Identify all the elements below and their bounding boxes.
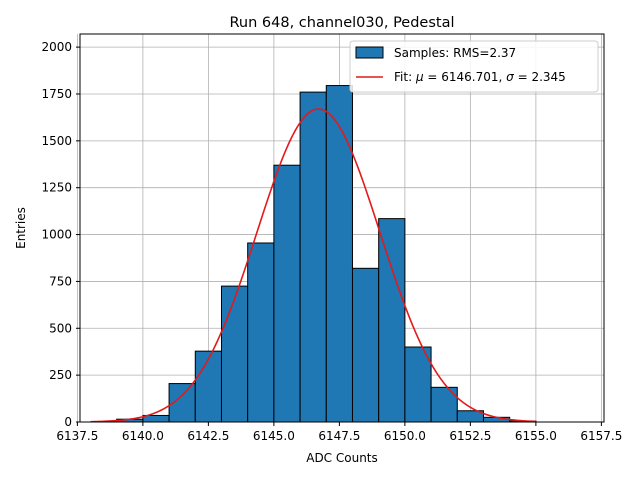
legend-fit-label: Fit: μ = 6146.701, σ = 2.345 <box>394 70 566 84</box>
histogram-bar <box>299 91 327 423</box>
histogram-bar <box>194 350 222 423</box>
histogram-bars <box>116 85 537 423</box>
y-tick-label: 1000 <box>41 228 72 242</box>
y-tick-label: 250 <box>49 368 72 382</box>
histogram-bar <box>247 242 275 423</box>
y-tick-label: 0 <box>64 415 72 429</box>
histogram-bar <box>325 85 353 423</box>
x-tick-label: 6157.5 <box>580 429 622 443</box>
y-tick-label: 750 <box>49 274 72 288</box>
x-tick-label: 6137.5 <box>56 429 98 443</box>
histogram-bar <box>220 285 249 423</box>
legend-histogram-label: Samples: RMS=2.37 <box>394 46 516 60</box>
y-tick-label: 1500 <box>41 134 72 148</box>
y-axis-label: Entries <box>14 207 28 249</box>
legend-fit-prefix: Fit: <box>394 70 416 84</box>
x-tick-label: 6142.5 <box>187 429 229 443</box>
fit-curve <box>90 108 536 423</box>
y-tick-label: 1250 <box>41 181 72 195</box>
legend-fit-sigma-symbol: σ <box>506 70 514 84</box>
x-axis-ticks: 6137.5 6140.0 6142.5 6145.0 6147.5 6150.0 6152… <box>56 422 622 443</box>
x-tick-label: 6147.5 <box>318 429 360 443</box>
y-tick-label: 500 <box>49 321 72 335</box>
legend-fit-sigma-value: = 2.345 <box>514 70 566 84</box>
histogram-bar <box>351 267 380 423</box>
histogram-bar <box>404 346 432 423</box>
chart-title: Run 648, channel030, Pedestal <box>229 15 454 31</box>
legend-fit-mu-symbol: μ <box>415 70 424 84</box>
x-tick-label: 6140.0 <box>122 429 164 443</box>
legend: Samples: RMS=2.37 Fit: μ = 6146.701, σ =… <box>349 40 599 93</box>
x-axis-label: ADC Counts <box>306 451 378 465</box>
histogram-bar <box>273 164 301 423</box>
x-tick-label: 6150.0 <box>384 429 426 443</box>
legend-fit-mu-value: = 6146.701, <box>424 70 507 84</box>
plot-frame <box>79 33 605 423</box>
x-tick-label: 6145.0 <box>253 429 295 443</box>
histogram-bar <box>378 218 406 423</box>
y-axis-ticks: 0 250 500 750 1000 1250 1500 1750 2000 <box>41 40 80 429</box>
x-tick-label: 6155.0 <box>515 429 557 443</box>
x-tick-label: 6152.5 <box>449 429 491 443</box>
histogram-bar <box>430 386 458 423</box>
y-tick-label: 2000 <box>41 40 72 54</box>
legend-box <box>349 40 599 93</box>
legend-histogram-swatch <box>355 46 384 59</box>
y-tick-label: 1750 <box>41 87 72 101</box>
fit-curve-group <box>90 108 536 423</box>
